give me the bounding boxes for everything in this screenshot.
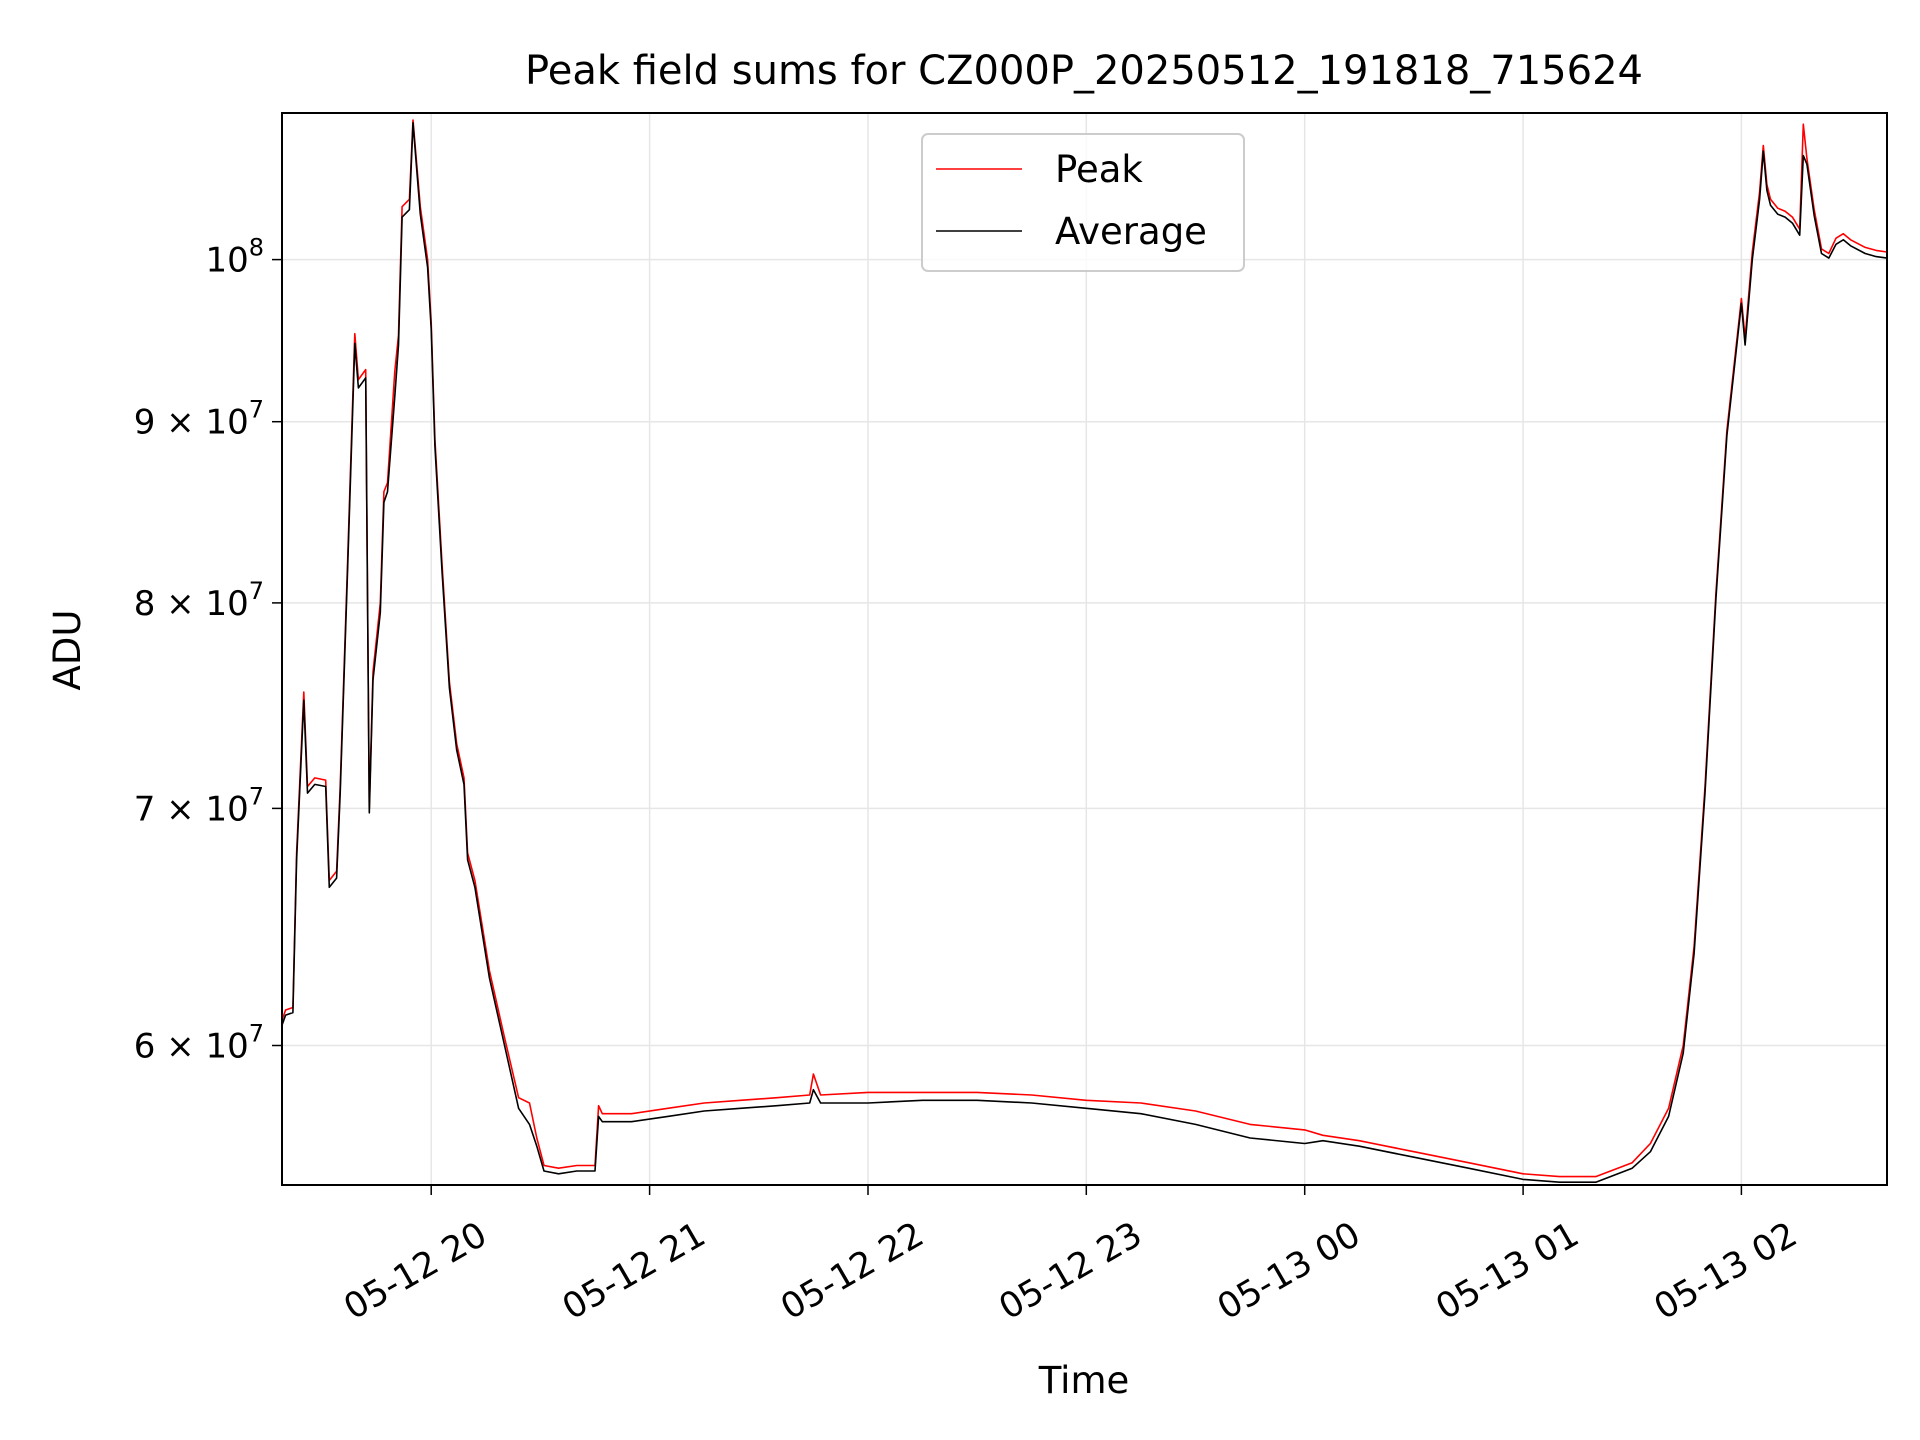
plot-frame <box>281 112 1888 1186</box>
y-tick-label: 7 × 107 <box>134 782 264 829</box>
legend: Peak Average <box>921 133 1245 272</box>
series-layer <box>281 119 1888 1183</box>
y-tick-label: 9 × 107 <box>134 396 264 443</box>
y-axis: 6 × 107 7 × 107 8 × 107 9 × 107 108 <box>134 234 282 1067</box>
y-tick-label: 8 × 107 <box>134 577 264 624</box>
chart-title: Peak field sums for CZ000P_20250512_1918… <box>525 48 1643 94</box>
grid <box>282 113 1887 1185</box>
plot-background <box>282 113 1887 1185</box>
legend-label-average: Average <box>1055 210 1207 253</box>
plot-area <box>281 112 1888 1186</box>
y-tick-label: 6 × 107 <box>134 1020 264 1067</box>
y-tick-label: 108 <box>205 234 264 281</box>
legend-label-peak: Peak <box>1055 148 1143 191</box>
y-axis-label: ADU <box>46 610 89 691</box>
series-line-average <box>281 122 1888 1183</box>
x-axis-label: Time <box>1038 1359 1130 1402</box>
